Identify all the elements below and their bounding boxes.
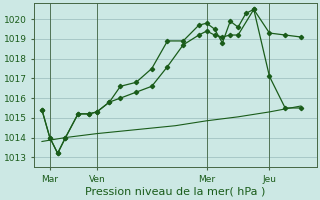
X-axis label: Pression niveau de la mer( hPa ): Pression niveau de la mer( hPa ) [85, 187, 266, 197]
